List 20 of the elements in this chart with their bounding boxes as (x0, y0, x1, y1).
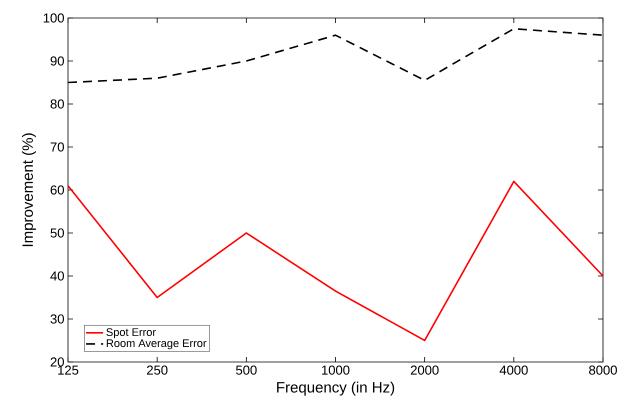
y-tick-label: 60 (50, 185, 64, 195)
x-tick-label: 2000 (410, 366, 439, 375)
x-tick-label: 1000 (322, 366, 350, 375)
y-tick-label: 80 (50, 99, 64, 109)
y-tick-label: 90 (50, 56, 64, 66)
x-tick-label: 125 (58, 366, 78, 375)
y-axis-title: Improvement (%) (22, 133, 36, 246)
legend-label: Room Average Error (106, 339, 206, 350)
y-tick-label: 50 (50, 228, 64, 238)
x-tick-label: 4000 (500, 366, 528, 375)
y-tick-label: 100 (44, 13, 64, 23)
x-axis-title: Frequency (in Hz) (277, 382, 394, 396)
x-tick-label: 250 (146, 366, 168, 375)
x-tick-label: 8000 (589, 366, 617, 375)
y-tick-label: 30 (50, 314, 64, 324)
x-tick-label: 500 (236, 366, 257, 375)
legend-label: Spot Error (106, 328, 156, 338)
y-tick-label: 70 (50, 142, 64, 152)
y-tick-label: 20 (50, 357, 64, 367)
y-tick-label: 40 (50, 271, 64, 281)
